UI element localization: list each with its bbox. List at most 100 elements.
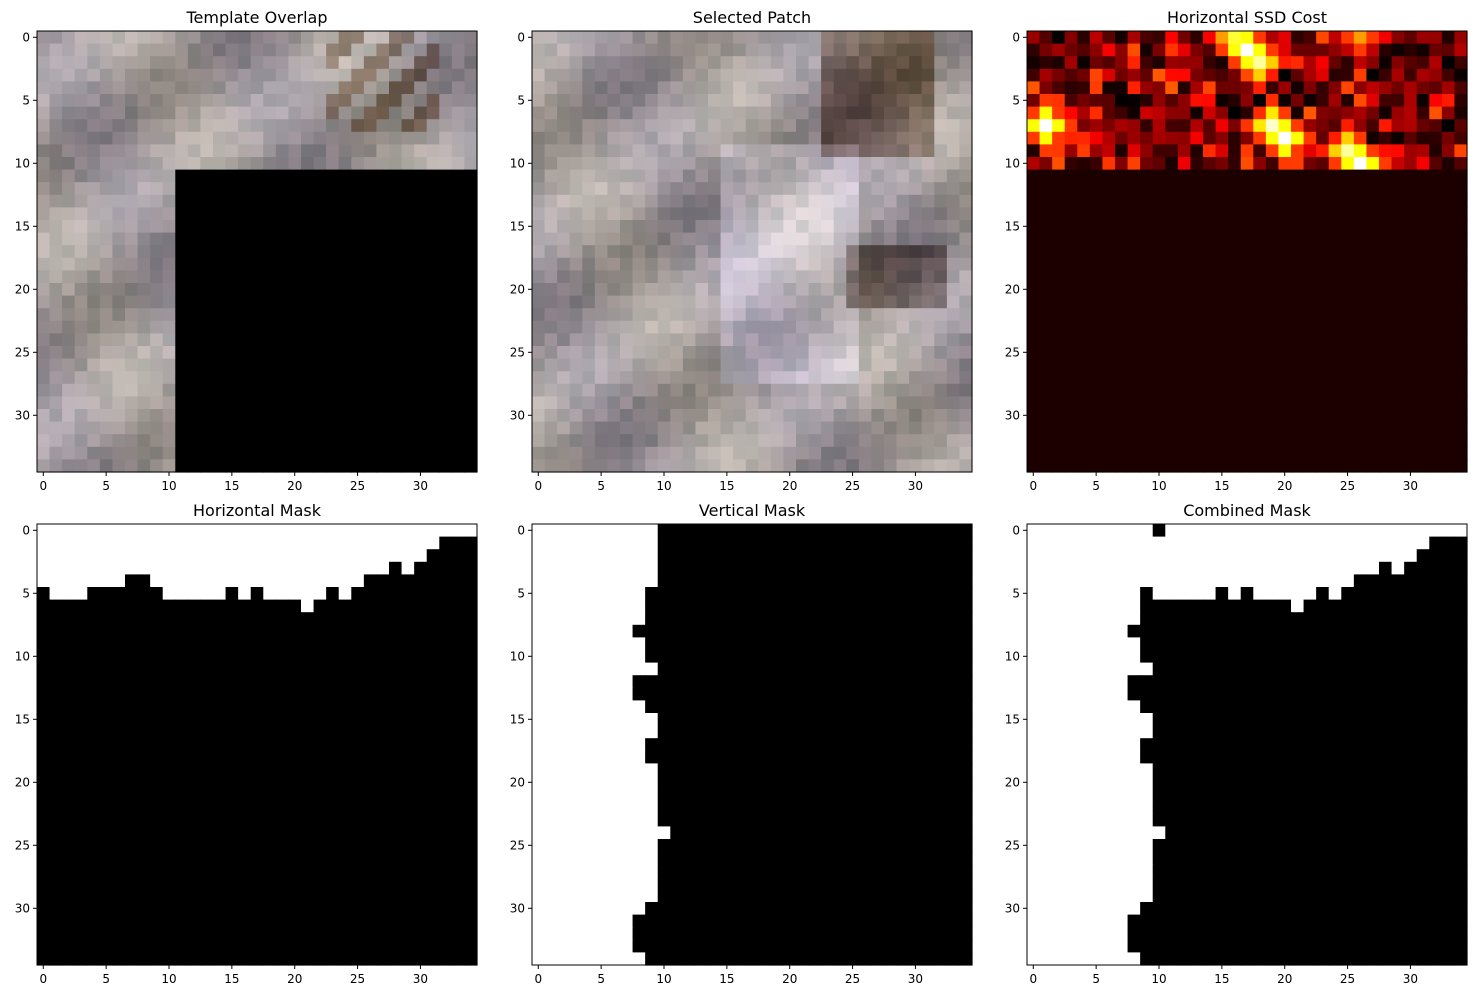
cell xyxy=(909,81,923,95)
cell xyxy=(62,257,76,271)
cell xyxy=(1203,396,1217,410)
cell xyxy=(238,194,252,208)
cell xyxy=(313,383,327,397)
cell xyxy=(1089,409,1104,423)
cell xyxy=(1140,220,1154,234)
cell xyxy=(288,320,302,334)
cell xyxy=(1404,434,1418,448)
cell xyxy=(200,713,214,727)
cell xyxy=(401,308,415,322)
cell xyxy=(1165,270,1179,284)
cell xyxy=(1240,144,1254,158)
cell xyxy=(313,144,327,158)
cell xyxy=(414,396,428,410)
cell xyxy=(1265,56,1280,70)
cell xyxy=(137,914,151,928)
cell xyxy=(783,232,797,246)
cell xyxy=(1429,157,1443,171)
cell xyxy=(238,524,252,538)
cell xyxy=(338,270,352,284)
cell xyxy=(313,245,327,259)
cell xyxy=(645,94,659,108)
cell xyxy=(175,421,189,435)
cell xyxy=(1328,144,1342,158)
cell xyxy=(909,157,923,171)
cell xyxy=(1127,409,1141,423)
cell xyxy=(720,459,734,473)
cell xyxy=(770,446,785,460)
cell xyxy=(532,346,546,360)
cell xyxy=(225,914,239,928)
cell xyxy=(1278,245,1292,259)
cell xyxy=(451,889,466,903)
cell xyxy=(1240,131,1254,145)
cell xyxy=(125,599,139,613)
cell xyxy=(1165,119,1179,133)
cell xyxy=(682,182,697,196)
cell xyxy=(1391,245,1405,259)
cell xyxy=(175,549,189,563)
cell xyxy=(351,409,365,423)
cell xyxy=(909,194,923,208)
cell xyxy=(301,257,315,271)
cell xyxy=(99,182,114,196)
cell xyxy=(401,725,415,739)
cell xyxy=(326,902,340,916)
cell xyxy=(49,587,63,601)
cell xyxy=(1190,333,1204,347)
cell xyxy=(99,675,114,689)
cell xyxy=(338,371,352,385)
cell xyxy=(1291,346,1305,360)
cell xyxy=(439,738,453,752)
cell xyxy=(263,446,277,460)
cell xyxy=(796,194,810,208)
cell xyxy=(451,549,466,563)
cell xyxy=(796,220,810,234)
cell xyxy=(150,144,164,158)
cell xyxy=(934,207,948,221)
cell xyxy=(1265,169,1280,183)
cell xyxy=(464,839,478,853)
cell xyxy=(557,434,571,448)
cell xyxy=(451,952,466,966)
cell xyxy=(1102,207,1116,221)
cell xyxy=(175,612,189,626)
cell xyxy=(426,283,440,297)
cell xyxy=(632,94,646,108)
cell xyxy=(338,56,352,70)
cell xyxy=(1215,346,1229,360)
cell xyxy=(150,283,164,297)
x-tick-label: 10 xyxy=(161,479,176,493)
cell xyxy=(921,371,935,385)
cell xyxy=(884,257,898,271)
cell xyxy=(884,144,898,158)
cell xyxy=(112,257,126,271)
cell xyxy=(1404,346,1418,360)
cell xyxy=(74,157,88,171)
cell xyxy=(670,81,684,95)
cell xyxy=(959,270,973,284)
cell xyxy=(439,182,453,196)
cell xyxy=(796,396,810,410)
cell xyxy=(263,587,277,601)
cell xyxy=(225,713,239,727)
cell xyxy=(594,207,609,221)
cell xyxy=(162,876,176,890)
cell xyxy=(200,826,214,840)
cell xyxy=(200,939,214,953)
cell xyxy=(1278,119,1292,133)
cell xyxy=(288,194,302,208)
cell xyxy=(1027,446,1041,460)
cell xyxy=(1228,131,1242,145)
cell xyxy=(1391,295,1405,309)
cell xyxy=(946,295,961,309)
y-tick-label: 20 xyxy=(1005,282,1020,296)
cell xyxy=(301,599,315,613)
cell xyxy=(645,68,659,82)
cell xyxy=(946,396,961,410)
cell xyxy=(301,549,315,563)
cell xyxy=(896,56,910,70)
cell xyxy=(1240,207,1254,221)
cell xyxy=(74,383,88,397)
cell xyxy=(1353,68,1368,82)
